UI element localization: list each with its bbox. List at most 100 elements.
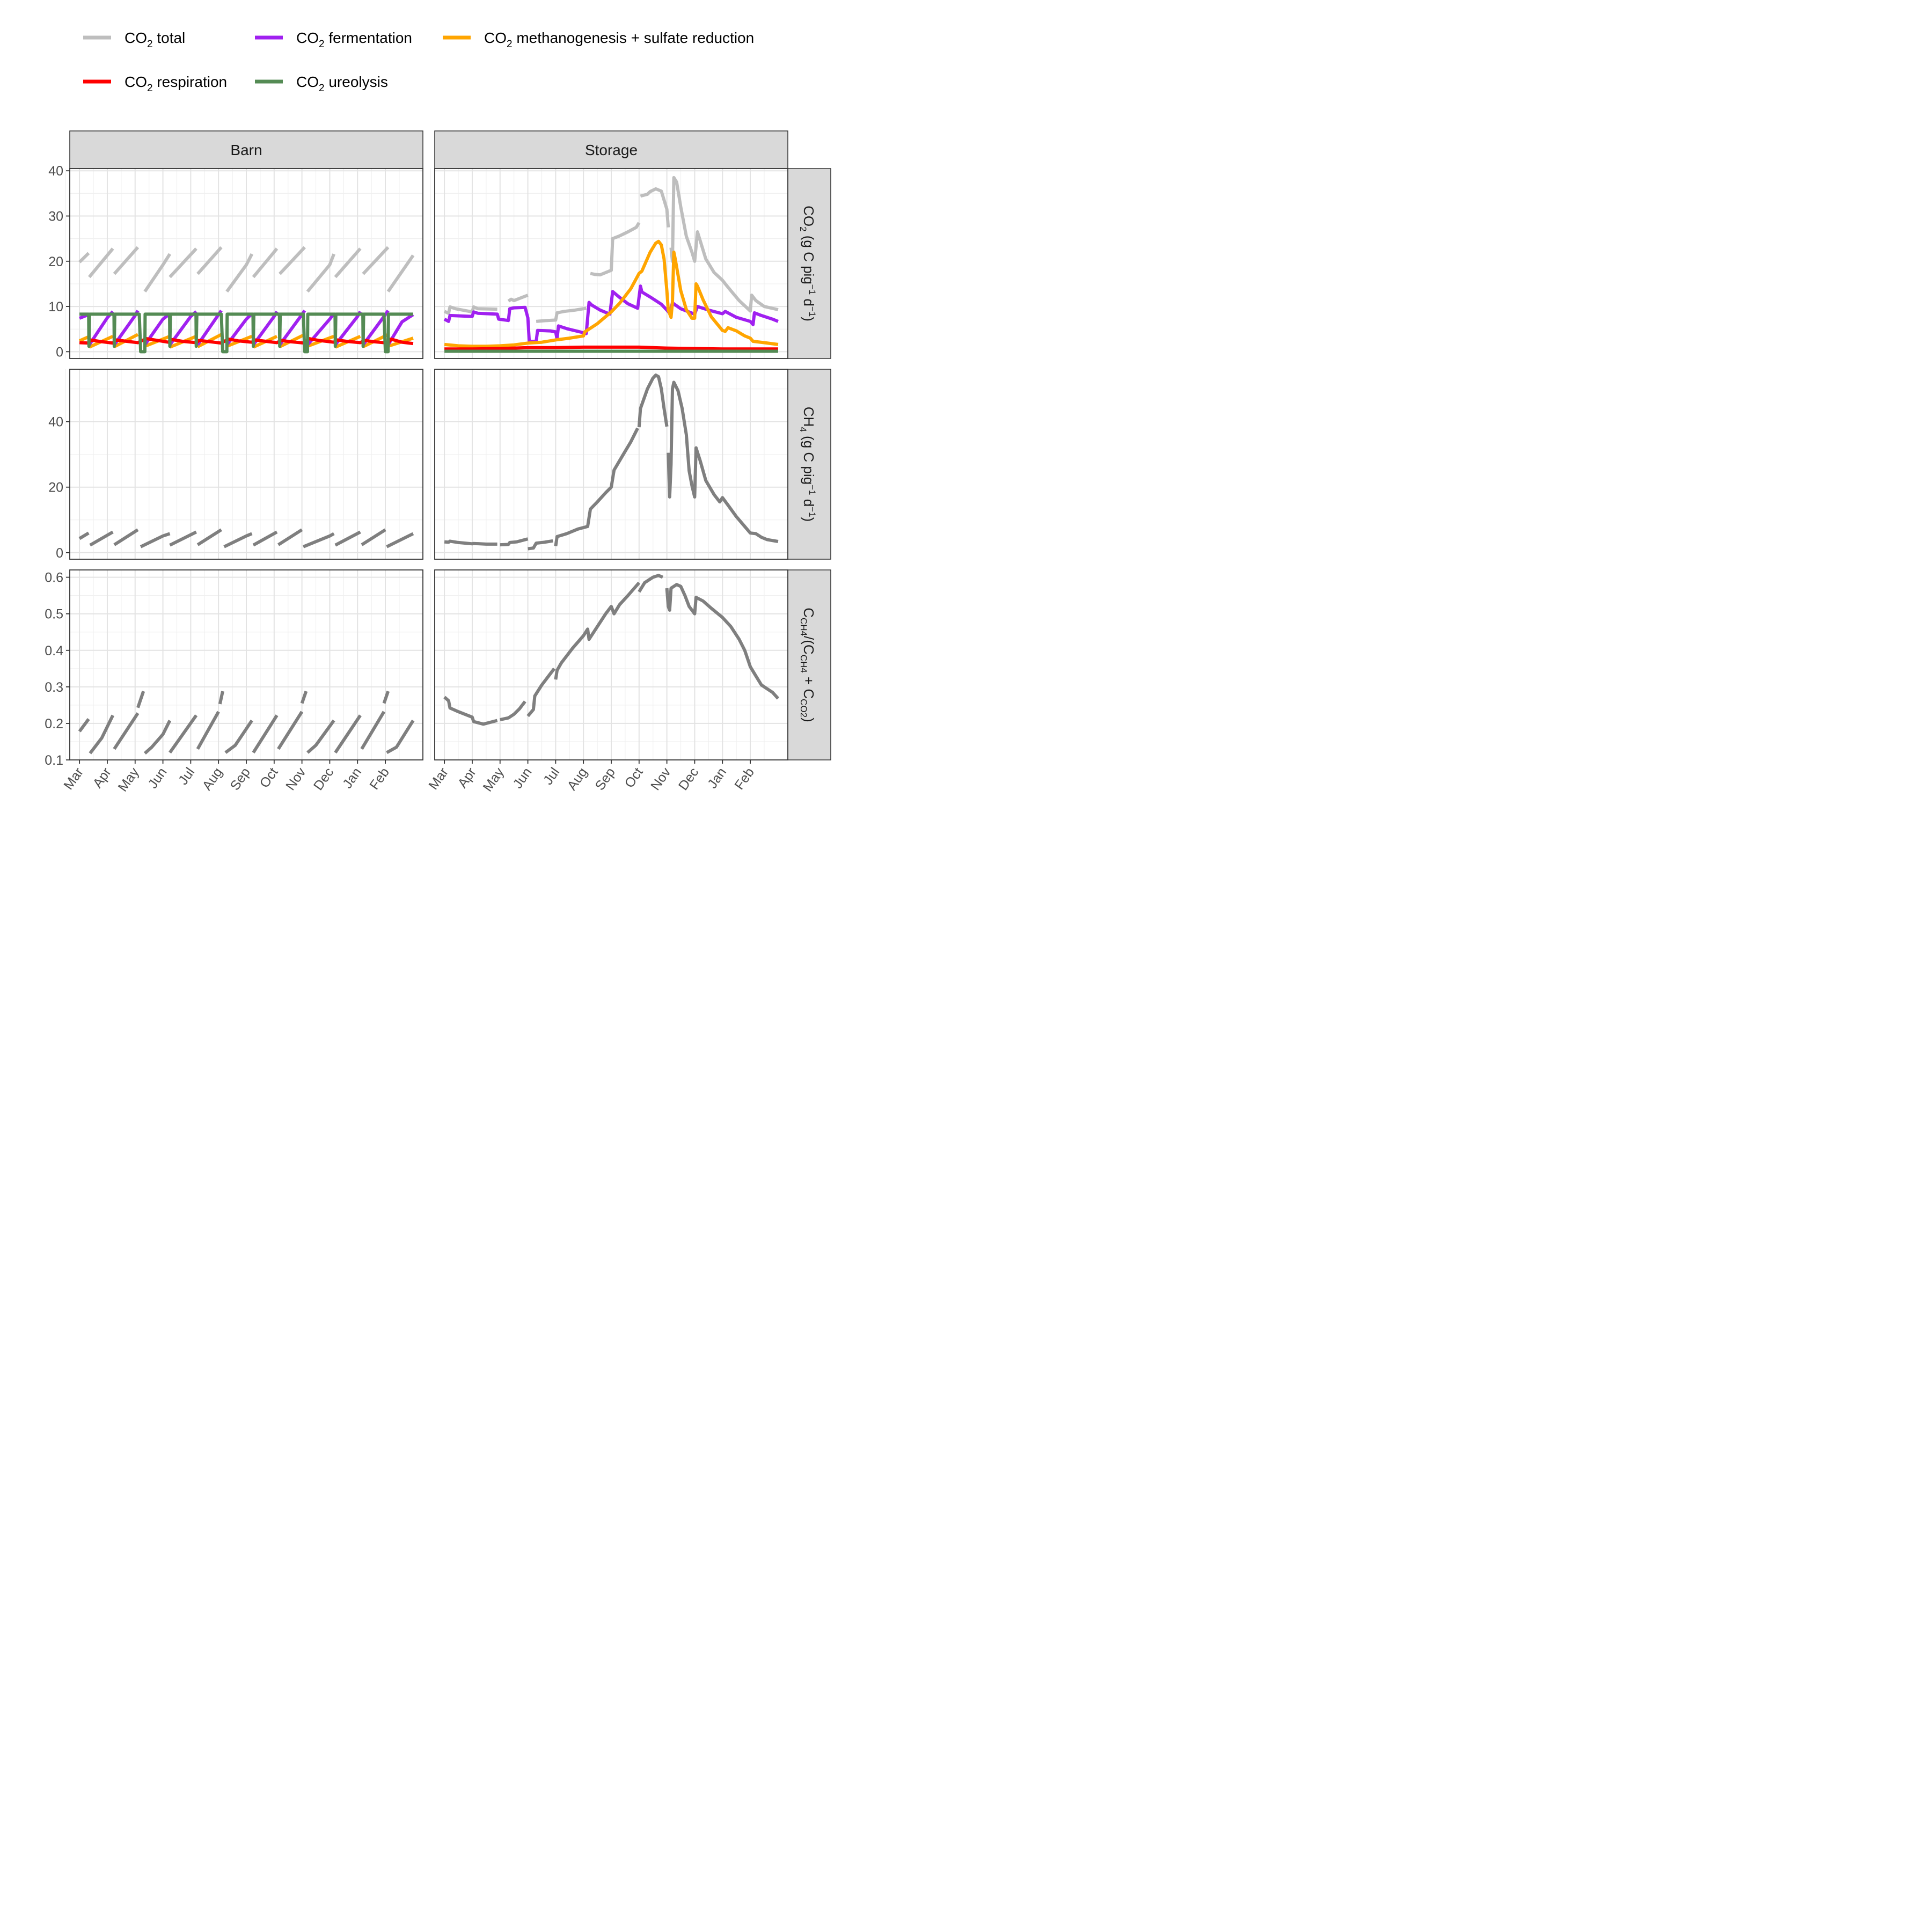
series-ch4 xyxy=(386,532,414,548)
x-tick-label: Apr xyxy=(90,765,114,791)
x-tick-label: Oct xyxy=(621,765,646,791)
x-axis-barn: Mar Apr May Jun Jul Aug Sep Oct Nov Dec Jan Feb xyxy=(61,760,392,794)
series-co2-respiration xyxy=(79,336,414,346)
series-ch4 xyxy=(277,528,303,546)
series-co2-total xyxy=(196,246,223,275)
series-co2-methanogenesis xyxy=(444,239,779,348)
series-ratio xyxy=(665,583,780,700)
series-ratio xyxy=(526,667,556,718)
x-tick-label: Jan xyxy=(340,765,364,791)
x-tick-label: Nov xyxy=(283,765,309,793)
series-ratio xyxy=(382,691,390,704)
series-ch4 xyxy=(554,427,639,547)
series-ch4 xyxy=(140,532,171,548)
series-ch4 xyxy=(113,528,139,546)
y-tick-label: 0.4 xyxy=(45,643,63,658)
series-layer xyxy=(78,246,415,354)
series-co2-total xyxy=(536,306,587,323)
series-co2-total xyxy=(87,247,114,279)
x-axis-storage: Mar Apr May Jun Jul Aug Sep Oct Nov Dec Jan Feb xyxy=(426,760,757,794)
series-layer xyxy=(443,175,779,353)
column-strip-barn: Barn xyxy=(69,130,423,169)
series-ch4 xyxy=(637,374,669,428)
series-ratio xyxy=(78,718,90,733)
x-tick-label: Dec xyxy=(676,765,701,793)
x-tick-label: Mar xyxy=(426,765,451,792)
series-layer xyxy=(444,374,779,551)
series-co2-total xyxy=(443,305,497,315)
legend-item: CO2 total xyxy=(83,30,185,50)
series-co2-total xyxy=(306,253,335,293)
x-tick-label: Jul xyxy=(175,765,197,787)
series-co2-total xyxy=(334,247,362,279)
series-co2-total xyxy=(640,187,670,228)
y-axis-ch4: 0 20 40 xyxy=(48,415,70,561)
y-tick-label: 10 xyxy=(48,299,63,314)
series-co2-total xyxy=(169,247,197,279)
legend-label: CO2 fermentation xyxy=(296,30,412,50)
y-tick-label: 0 xyxy=(56,345,63,360)
x-tick-label: Sep xyxy=(592,765,618,793)
legend: CO2 total CO2 fermentation CO2 methanogene… xyxy=(83,30,754,94)
series-layer xyxy=(443,574,780,726)
series-ch4 xyxy=(252,530,278,547)
x-tick-label: May xyxy=(480,765,507,794)
column-strip-label: Barn xyxy=(230,142,262,158)
row-strip-label: CCH4/(CCH4 + CCO2) xyxy=(799,608,817,722)
panel-barn-ch4 xyxy=(65,369,423,560)
series-layer xyxy=(78,528,414,548)
series-ratio xyxy=(136,691,145,708)
series-ch4 xyxy=(196,528,223,546)
column-strip-storage: Storage xyxy=(434,130,788,169)
row-strip-label: CO2 (g C pig−1 d−1) xyxy=(798,206,817,321)
legend-label: CO2 respiration xyxy=(125,74,227,94)
series-ch4 xyxy=(78,531,90,540)
panel-border xyxy=(434,168,788,359)
series-ratio xyxy=(500,700,526,722)
panel-border xyxy=(69,369,423,560)
x-tick-label: Aug xyxy=(200,765,225,793)
x-tick-label: Dec xyxy=(311,765,336,793)
series-co2-total xyxy=(362,246,390,275)
y-tick-label: 0 xyxy=(56,546,63,561)
legend-label: CO2 total xyxy=(125,30,185,50)
series-ratio xyxy=(252,714,279,754)
x-tick-label: May xyxy=(115,765,142,794)
series-ch4 xyxy=(361,528,386,546)
series-co2-total xyxy=(590,222,641,277)
legend-label: CO2 methanogenesis + sulfate reduction xyxy=(484,30,754,50)
y-tick-label: 40 xyxy=(48,164,63,179)
facet-panels: Barn Storage CO2 (g C pig−1 d−1) CH4 (g C p… xyxy=(45,130,831,794)
series-ch4 xyxy=(303,532,335,548)
x-tick-label: Feb xyxy=(731,765,757,792)
panel-border xyxy=(69,168,423,359)
series-ratio xyxy=(113,712,140,750)
series-co2-total xyxy=(669,175,779,313)
y-tick-label: 20 xyxy=(48,480,63,495)
series-layer xyxy=(78,691,415,755)
series-ratio xyxy=(196,711,220,750)
series-co2-total xyxy=(507,294,529,303)
series-ratio xyxy=(386,719,415,755)
series-ratio xyxy=(169,714,198,754)
panel-barn-co2 xyxy=(65,168,423,359)
series-ratio xyxy=(224,719,253,754)
x-tick-label: Nov xyxy=(648,765,674,793)
series-co2-fermentation xyxy=(443,284,779,343)
series-ratio xyxy=(218,691,224,705)
panel-storage-ch4 xyxy=(430,369,788,560)
series-co2-methanogenesis xyxy=(78,335,90,342)
row-strip-co2: CO2 (g C pig−1 d−1) xyxy=(787,168,831,359)
legend-label: CO2 ureolysis xyxy=(296,74,388,94)
y-tick-label: 0.2 xyxy=(45,716,63,731)
panel-storage-ratio xyxy=(430,569,788,760)
series-co2-respiration xyxy=(444,345,778,351)
series-ratio xyxy=(89,714,114,755)
y-tick-label: 20 xyxy=(48,254,63,269)
x-tick-label: Mar xyxy=(61,765,86,792)
series-ratio xyxy=(360,711,386,750)
y-tick-label: 0.5 xyxy=(45,607,63,622)
panel-border xyxy=(434,369,788,560)
series-ch4 xyxy=(528,539,553,551)
series-ch4 xyxy=(667,380,779,543)
